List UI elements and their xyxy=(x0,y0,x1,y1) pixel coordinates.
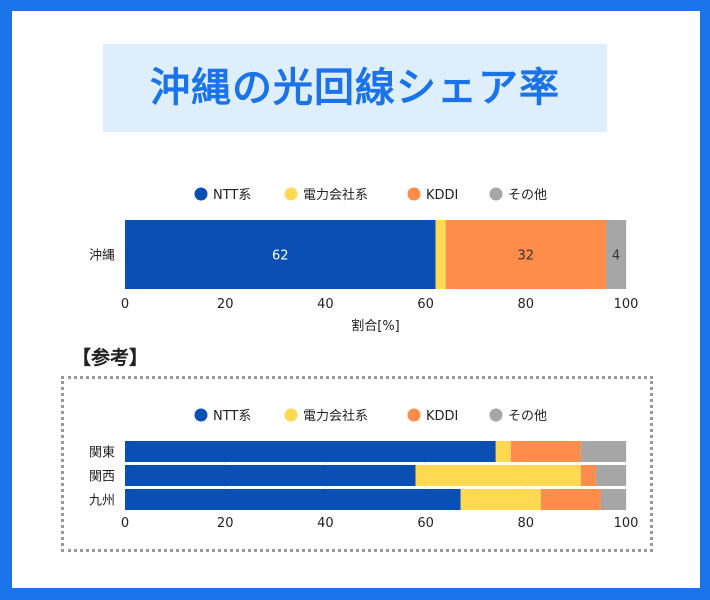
tick-label-1-1: 20 xyxy=(217,516,234,531)
bar-1-2-1 xyxy=(460,489,541,510)
category-label-1-1: 関西 xyxy=(89,470,115,485)
reference-box xyxy=(61,376,653,552)
tick-label-0-5: 100 xyxy=(614,297,639,312)
bar-0-0-1 xyxy=(435,220,446,289)
bar-0-0-3 xyxy=(605,220,626,289)
category-label-1-2: 九州 xyxy=(89,494,115,509)
bar-1-2-0 xyxy=(125,489,461,510)
tick-label-1-5: 100 xyxy=(614,516,639,531)
tick-label-0-4: 80 xyxy=(518,297,535,312)
bar-1-2-3 xyxy=(600,489,626,510)
legend-marker-1-1 xyxy=(284,408,298,422)
tick-label-1-3: 60 xyxy=(417,516,434,531)
bar-1-1-2 xyxy=(580,465,596,486)
bar-1-2-2 xyxy=(540,489,601,510)
legend-label-1-1: 電力会社系 xyxy=(303,408,368,424)
data-label-0-0-0: 62 xyxy=(272,249,289,264)
data-label-0-0-3: 4 xyxy=(612,249,620,264)
tick-label-1-2: 40 xyxy=(317,516,334,531)
chart-title: 沖縄の光回線シェア率 xyxy=(150,65,560,111)
legend-label-1-0: NTT系 xyxy=(213,409,251,424)
legend-marker-0-1 xyxy=(284,187,298,201)
bar-0-0-0 xyxy=(125,220,436,289)
tick-label-0-0: 0 xyxy=(121,297,129,312)
bar-1-0-1 xyxy=(495,441,511,462)
legend-marker-0-0 xyxy=(194,187,208,201)
legend-label-0-3: その他 xyxy=(508,188,547,203)
bar-1-1-1 xyxy=(415,465,581,486)
legend-marker-1-2 xyxy=(407,408,421,422)
bar-1-1-3 xyxy=(595,465,626,486)
bar-1-0-3 xyxy=(580,441,626,462)
legend-label-0-2: KDDI xyxy=(426,188,458,203)
data-label-0-0-2: 32 xyxy=(518,249,535,264)
legend-marker-0-3 xyxy=(489,187,503,201)
bar-0-0-2 xyxy=(445,220,606,289)
legend-marker-1-3 xyxy=(489,408,503,422)
legend-marker-0-2 xyxy=(407,187,421,201)
tick-label-0-2: 40 xyxy=(317,297,334,312)
legend-label-0-1: 電力会社系 xyxy=(303,187,368,203)
category-label-0-0: 沖縄 xyxy=(89,249,115,264)
legend-label-1-2: KDDI xyxy=(426,409,458,424)
category-label-1-0: 関東 xyxy=(89,445,115,461)
title-banner: 沖縄の光回線シェア率 xyxy=(103,44,607,132)
bar-1-1-0 xyxy=(125,465,416,486)
reference-heading: 【参考】 xyxy=(72,347,149,369)
tick-label-1-4: 80 xyxy=(518,516,535,531)
tick-label-0-3: 60 xyxy=(417,297,434,312)
legend-marker-1-0 xyxy=(194,408,208,422)
x-axis-label-0: 割合[%] xyxy=(351,318,400,334)
legend-label-1-3: その他 xyxy=(508,409,547,424)
bar-1-0-0 xyxy=(125,441,496,462)
tick-label-1-0: 0 xyxy=(121,516,129,531)
bar-1-0-2 xyxy=(510,441,581,462)
tick-label-0-1: 20 xyxy=(217,297,234,312)
legend-label-0-0: NTT系 xyxy=(213,188,251,203)
